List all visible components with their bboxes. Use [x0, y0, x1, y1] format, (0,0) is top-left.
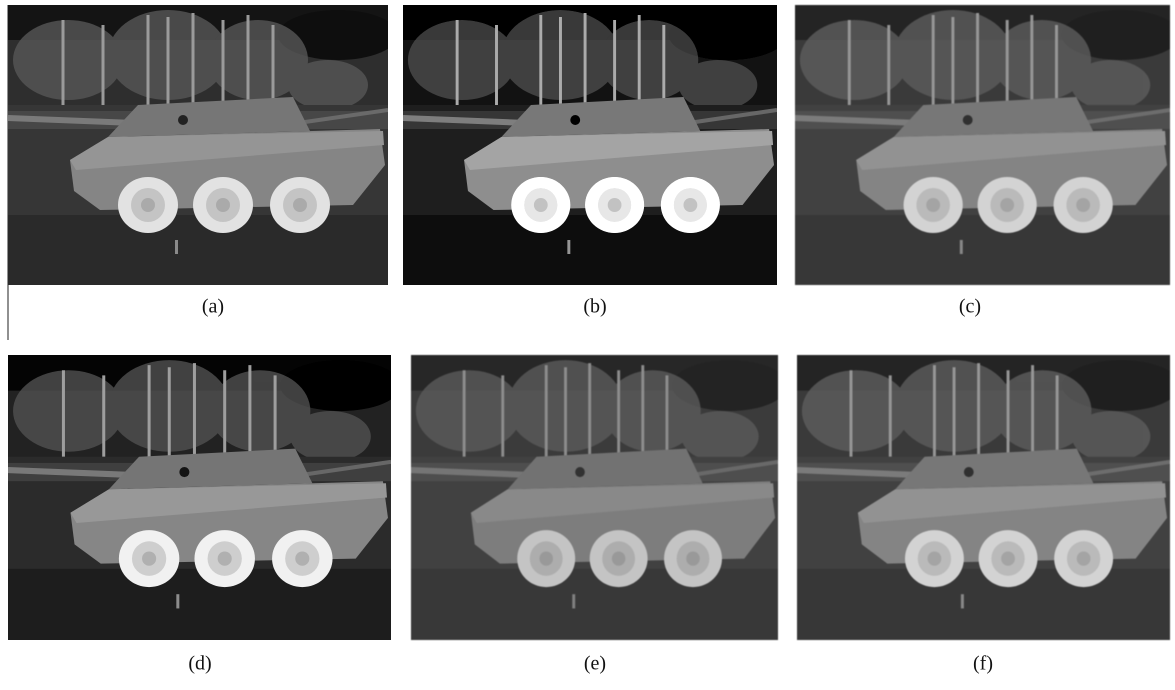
image-panel [8, 5, 398, 285]
image-panel [797, 355, 1175, 640]
image-panel [411, 355, 788, 640]
image-panel [8, 355, 401, 640]
panel-caption: (c) [959, 296, 981, 318]
panel-caption: (d) [188, 653, 211, 675]
panel-caption: (a) [202, 296, 224, 318]
panel-caption: (b) [583, 296, 606, 318]
image-panel [403, 5, 787, 285]
panel-caption: (f) [973, 653, 993, 675]
image-panel [795, 5, 1175, 285]
figure: (a) (b) (c) (d) (e) (f) [0, 0, 1175, 685]
panel-caption: (e) [584, 653, 606, 675]
